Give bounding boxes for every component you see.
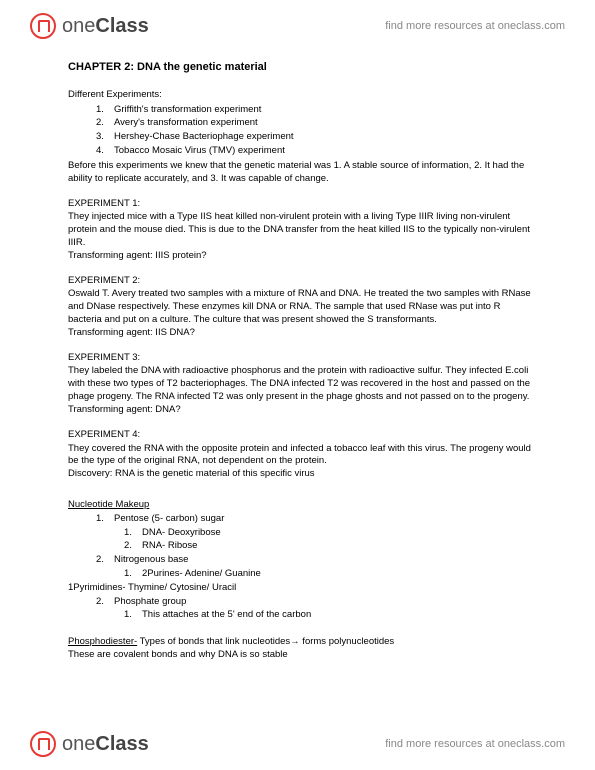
page-header: oneClass find more resources at oneclass…: [0, 0, 595, 48]
list-item: 2.Nitrogenous base: [96, 554, 535, 567]
footer-resources-link[interactable]: find more resources at oneclass.com: [385, 738, 565, 750]
chapter-title: CHAPTER 2: DNA the genetic material: [68, 60, 535, 75]
brand-text-2: Class: [95, 733, 148, 756]
list-item: 1Pyrimidines- Thymine/ Cytosine/ Uracil: [68, 582, 535, 595]
phospho-rest: Types of bonds that link nucleotides→ fo…: [137, 636, 394, 647]
list-num: 1.: [96, 513, 114, 526]
experiments-list: 1.Griffith's transformation experiment 2…: [96, 104, 535, 158]
experiment-3: EXPERIMENT 3: They labeled the DNA with …: [68, 352, 535, 417]
list-item-text: Avery's transformation experiment: [114, 117, 258, 130]
brand-logo-footer: oneClass: [30, 731, 149, 757]
list-item: 1.2Purines- Adenine/ Guanine: [124, 568, 535, 581]
list-item-text: This attaches at the 5' end of the carbo…: [142, 609, 311, 622]
list-item: 2.Avery's transformation experiment: [96, 117, 535, 130]
list-item: 2.Phosphate group: [96, 596, 535, 609]
brand-logo: oneClass: [30, 13, 149, 39]
list-num: 1.: [124, 609, 142, 622]
list-item: 1.Pentose (5- carbon) sugar: [96, 513, 535, 526]
logo-icon: [30, 731, 56, 757]
brand-text-1: one: [62, 15, 95, 38]
header-resources-link[interactable]: find more resources at oneclass.com: [385, 20, 565, 32]
list-item: 4.Tobacco Mosaic Virus (TMV) experiment: [96, 145, 535, 158]
experiment-4: EXPERIMENT 4: They covered the RNA with …: [68, 429, 535, 481]
list-item: 1.Griffith's transformation experiment: [96, 104, 535, 117]
list-item-text: Hershey-Chase Bacteriophage experiment: [114, 131, 294, 144]
phosphodiester-line: Phosphodiester- Types of bonds that link…: [68, 636, 535, 649]
list-item-text: Phosphate group: [114, 596, 186, 609]
brand-text-1: one: [62, 733, 95, 756]
list-item-text: Nitrogenous base: [114, 554, 188, 567]
experiment-tag: Discovery: RNA is the genetic material o…: [68, 468, 535, 481]
experiment-tag: Transforming agent: IIS DNA?: [68, 327, 535, 340]
phospho-head: Phosphodiester-: [68, 636, 137, 647]
experiment-heading: EXPERIMENT 3:: [68, 352, 535, 365]
list-item: 1.This attaches at the 5' end of the car…: [124, 609, 535, 622]
experiment-heading: EXPERIMENT 2:: [68, 275, 535, 288]
list-item-text: DNA- Deoxyribose: [142, 527, 221, 540]
list-item-text: 2Purines- Adenine/ Guanine: [142, 568, 261, 581]
list-num: 2.: [96, 554, 114, 567]
document-body: CHAPTER 2: DNA the genetic material Diff…: [0, 48, 595, 662]
experiment-heading: EXPERIMENT 1:: [68, 198, 535, 211]
experiment-2: EXPERIMENT 2: Oswald T. Avery treated tw…: [68, 275, 535, 340]
list-item: 3.Hershey-Chase Bacteriophage experiment: [96, 131, 535, 144]
experiment-1: EXPERIMENT 1: They injected mice with a …: [68, 198, 535, 263]
page-footer: oneClass find more resources at oneclass…: [0, 722, 595, 770]
list-item-text: Griffith's transformation experiment: [114, 104, 261, 117]
list-item: 2.RNA- Ribose: [124, 540, 535, 553]
experiment-heading: EXPERIMENT 4:: [68, 429, 535, 442]
list-item-text: Tobacco Mosaic Virus (TMV) experiment: [114, 145, 285, 158]
list-item-text: RNA- Ribose: [142, 540, 197, 553]
intro-paragraph: Before this experiments we knew that the…: [68, 160, 535, 186]
experiment-body: Oswald T. Avery treated two samples with…: [68, 288, 535, 326]
logo-icon: [30, 13, 56, 39]
experiment-tag: Transforming agent: IIIS protein?: [68, 250, 535, 263]
experiments-label: Different Experiments:: [68, 89, 535, 102]
experiment-tag: Transforming agent: DNA?: [68, 404, 535, 417]
list-item-text: Pentose (5- carbon) sugar: [114, 513, 224, 526]
brand-text-2: Class: [95, 15, 148, 38]
experiment-body: They injected mice with a Type IIS heat …: [68, 211, 535, 249]
nucleotide-heading: Nucleotide Makeup: [68, 499, 535, 512]
list-num: 1.: [124, 568, 142, 581]
list-item: 1.DNA- Deoxyribose: [124, 527, 535, 540]
phospho-line2: These are covalent bonds and why DNA is …: [68, 649, 535, 662]
experiment-body: They labeled the DNA with radioactive ph…: [68, 365, 535, 403]
experiment-body: They covered the RNA with the opposite p…: [68, 443, 535, 469]
list-num: 2.: [96, 596, 114, 609]
list-num: 2.: [124, 540, 142, 553]
list-num: 1.: [124, 527, 142, 540]
